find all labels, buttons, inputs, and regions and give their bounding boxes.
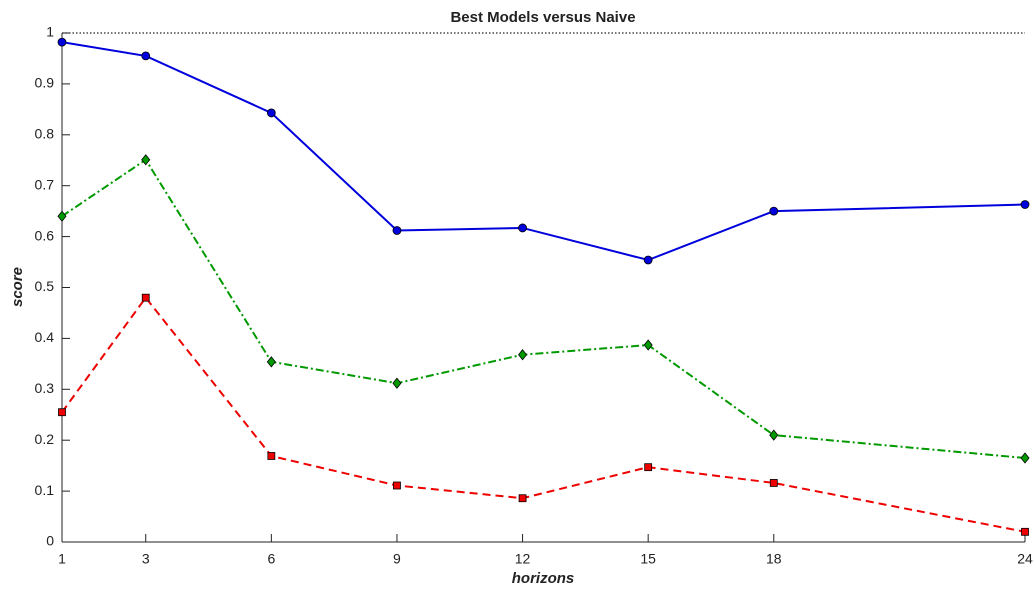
x-tick-label: 3 bbox=[142, 551, 150, 567]
point bbox=[58, 408, 66, 417]
y-axis-label: score bbox=[9, 267, 26, 307]
x-tick-label: 15 bbox=[640, 551, 656, 567]
y-tick-label: 0.2 bbox=[35, 431, 55, 447]
point bbox=[141, 154, 151, 166]
point bbox=[769, 429, 779, 441]
y-tick-label: 1 bbox=[46, 24, 54, 40]
point bbox=[643, 255, 653, 265]
x-tick-label: 12 bbox=[515, 551, 531, 567]
point bbox=[392, 377, 402, 389]
point bbox=[643, 339, 653, 351]
y-tick-label: 0.9 bbox=[35, 75, 55, 91]
point bbox=[141, 293, 150, 302]
series-line bbox=[61, 158, 1026, 460]
point bbox=[266, 356, 276, 368]
point bbox=[267, 452, 276, 460]
point bbox=[393, 481, 401, 490]
x-tick-label: 18 bbox=[766, 551, 782, 567]
point bbox=[1020, 452, 1030, 464]
x-tick-label: 24 bbox=[1017, 551, 1033, 567]
point bbox=[1021, 527, 1029, 536]
point bbox=[266, 108, 276, 118]
point bbox=[644, 463, 653, 472]
series-line bbox=[61, 41, 1026, 262]
x-tick-label: 1 bbox=[58, 551, 66, 567]
y-tick-label: 0.3 bbox=[35, 380, 55, 396]
x-tick-label: 9 bbox=[393, 551, 401, 567]
y-tick-label: 0.4 bbox=[35, 329, 55, 345]
x-tick-label: 6 bbox=[267, 551, 275, 567]
point bbox=[518, 349, 528, 361]
y-tick-label: 0.5 bbox=[35, 278, 55, 294]
y-tick-label: 0 bbox=[46, 533, 54, 549]
point bbox=[1020, 200, 1030, 209]
x-axis-label: horizons bbox=[512, 570, 575, 587]
y-tick-label: 0.6 bbox=[35, 227, 55, 243]
y-tick-label: 0.1 bbox=[35, 482, 55, 498]
point bbox=[518, 494, 527, 503]
y-tick-label: 0.7 bbox=[35, 176, 55, 192]
series-line bbox=[61, 296, 1026, 533]
point bbox=[769, 479, 778, 487]
chart-title: Best Models versus Naive bbox=[450, 9, 635, 26]
point bbox=[57, 210, 67, 222]
point bbox=[769, 206, 779, 216]
point bbox=[392, 226, 402, 235]
y-tick-label: 0.8 bbox=[35, 126, 55, 142]
point bbox=[57, 37, 67, 47]
point bbox=[141, 51, 151, 61]
point bbox=[518, 223, 527, 233]
